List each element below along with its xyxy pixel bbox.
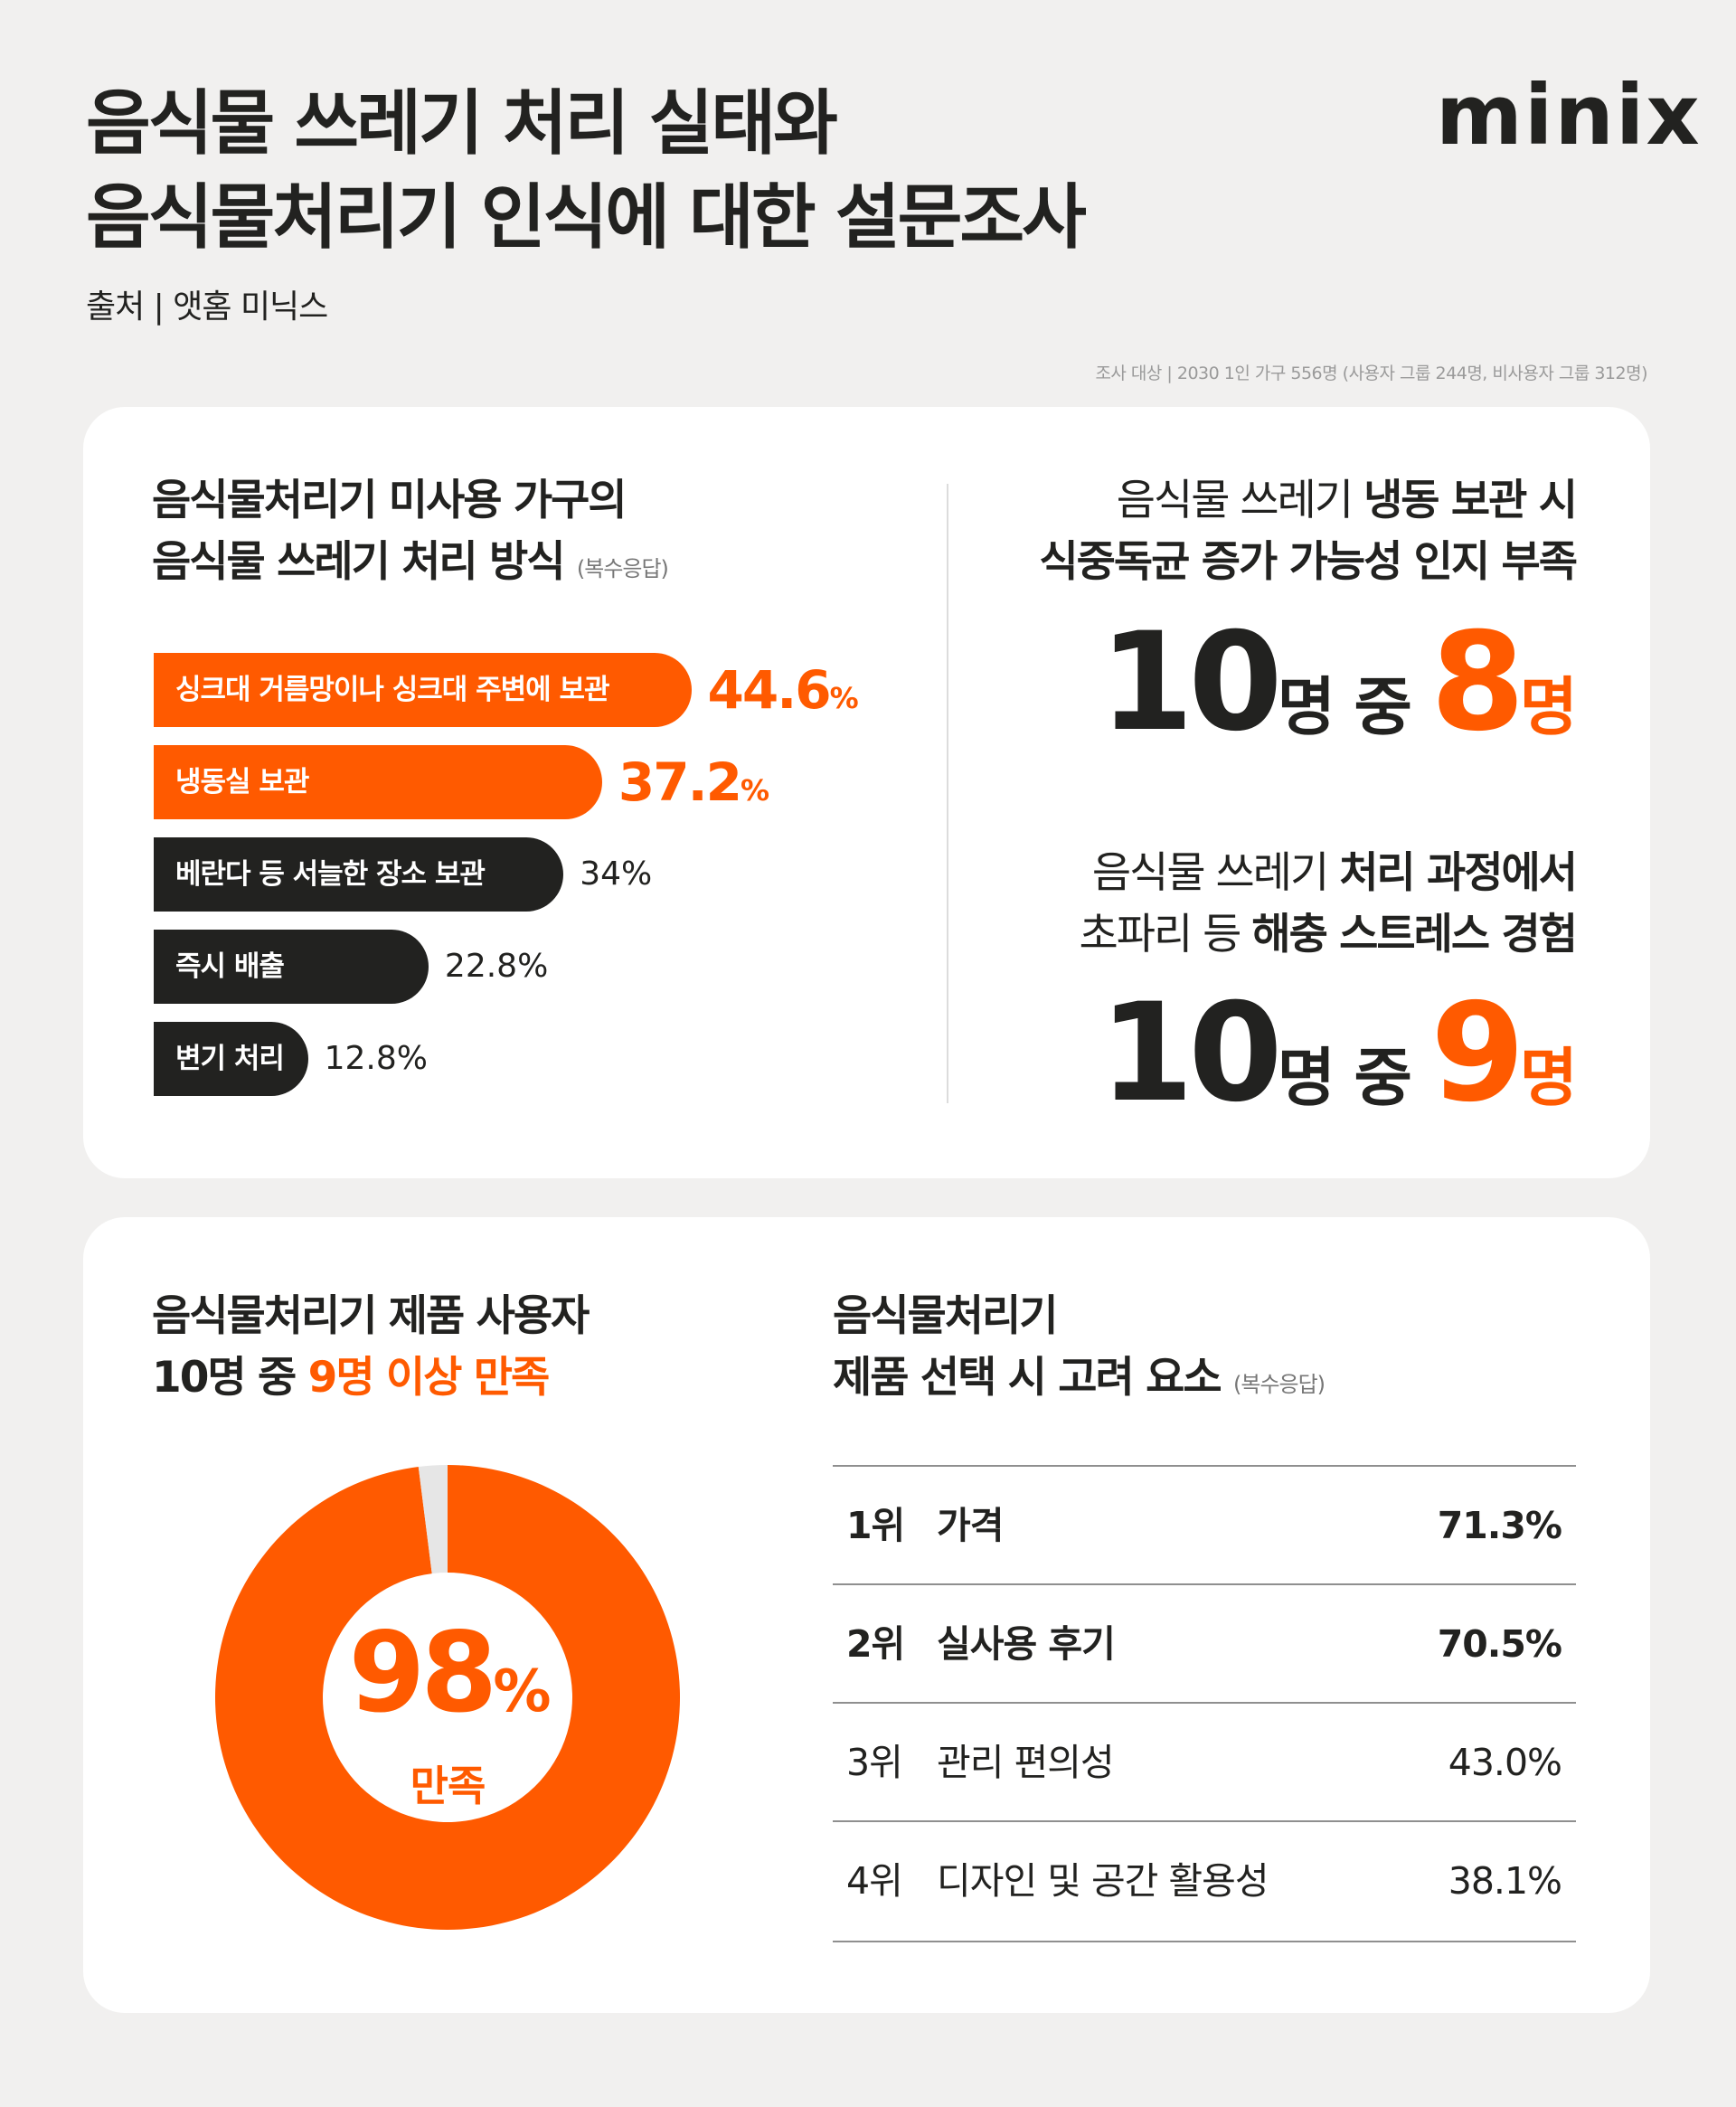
stat2-line1-regular: 음식물 쓰레기 — [1091, 848, 1340, 898]
donut-label: 만족 — [410, 1762, 486, 1810]
bar: 변기 처리 — [154, 1022, 308, 1096]
bar: 즉시 배출 — [154, 930, 429, 1004]
stat2-line2-regular: 초파리 등 — [1079, 910, 1252, 959]
donut-slice-satisfied — [215, 1465, 681, 1930]
stat2-figure: 10명 중 9명 — [1099, 975, 1578, 1132]
stat2-line1-bold: 처리 과정에서 — [1339, 848, 1578, 898]
factors-heading-line-2: 제품 선택 시 고려 요소 — [833, 1353, 1222, 1403]
satisfaction-heading: 음식물처리기 제품 사용자 10명 중 9명 이상 만족 — [152, 1286, 590, 1409]
ranking-row: 3위 관리 편의성 43.0% — [833, 1702, 1576, 1822]
stat1-line2: 식중독균 증가 가능성 인지 부족 — [1039, 537, 1578, 587]
bar: 냉동실 보관 — [154, 745, 602, 819]
stat2-heading: 음식물 쓰레기 처리 과정에서 초파리 등 해충 스트레스 경험 — [1079, 843, 1578, 966]
stat1-unit1: 명 중 — [1277, 670, 1431, 744]
donut-unit: % — [493, 1658, 551, 1725]
ranking-row: 1위 가격 71.3% — [833, 1465, 1576, 1585]
rank: 2위 — [846, 1622, 905, 1666]
ranking-row: 2위 실사용 후기 70.5% — [833, 1583, 1576, 1704]
rank: 4위 — [846, 1859, 903, 1903]
multiple-response-note: (복수응답) — [576, 556, 669, 581]
factor-label: 실사용 후기 — [937, 1622, 1116, 1666]
factor-value: 38.1% — [1448, 1859, 1562, 1903]
donut-value: 98 — [348, 1609, 498, 1737]
donut-center-label: 98% 만족 — [312, 1618, 583, 1811]
stat1-line1-bold: 냉동 보관 시 — [1363, 476, 1578, 525]
bar-value: 44.6 — [707, 659, 832, 721]
stat1-total: 10 — [1099, 604, 1283, 761]
stat1-unit2: 명 — [1519, 670, 1578, 744]
page-title: 음식물 쓰레기 처리 실태와 음식물처리기 인식에 대한 설문조사 — [86, 77, 1087, 265]
disposal-heading: 음식물처리기 미사용 가구의 음식물 쓰레기 처리 방식 (복수응답) — [152, 470, 669, 600]
stat2-count: 9 — [1430, 975, 1524, 1132]
rank: 3위 — [846, 1741, 903, 1784]
title-line-1: 음식물 쓰레기 처리 실태와 — [86, 83, 838, 165]
vertical-divider — [947, 484, 948, 1103]
factor-value: 71.3% — [1437, 1504, 1562, 1547]
minix-logo: minix — [1436, 67, 1702, 164]
factor-label: 가격 — [937, 1504, 1004, 1547]
factors-heading: 음식물처리기 제품 선택 시 고려 요소 (복수응답) — [833, 1286, 1326, 1415]
satisfaction-heading-line-1: 음식물처리기 제품 사용자 — [152, 1291, 590, 1341]
bar-value-label: 44.6% — [707, 653, 859, 735]
bar-value-label: 12.8% — [324, 1040, 428, 1077]
bar: 싱크대 거름망이나 싱크대 주변에 보관 — [154, 653, 692, 727]
bar: 베란다 등 서늘한 장소 보관 — [154, 837, 564, 912]
stat2-unit2: 명 — [1519, 1041, 1578, 1115]
factor-value: 70.5% — [1437, 1622, 1562, 1666]
title-line-2: 음식물처리기 인식에 대한 설문조사 — [86, 177, 1087, 259]
source-text: 출처 | 앳홈 미닉스 — [86, 288, 328, 326]
bar-value-label: 22.8% — [444, 948, 549, 985]
multiple-response-note: (복수응답) — [1233, 1372, 1326, 1397]
survey-note: 조사 대상 | 2030 1인 가구 556명 (사용자 그룹 244명, 비사… — [1095, 364, 1647, 383]
satisfaction-heading-prefix: 10명 중 — [152, 1353, 308, 1403]
bar-value-label: 34% — [580, 855, 653, 893]
disposal-heading-line-2: 음식물 쓰레기 처리 방식 — [152, 537, 565, 587]
donut-slice-rest — [418, 1465, 448, 1574]
factors-heading-line-1: 음식물처리기 — [833, 1291, 1058, 1341]
stat1-figure: 10명 중 8명 — [1099, 604, 1578, 761]
satisfaction-heading-highlight: 9명 이상 만족 — [307, 1353, 551, 1403]
bar-value-label: 37.2% — [618, 745, 769, 827]
factor-value: 43.0% — [1448, 1741, 1562, 1784]
bar-value-unit: % — [829, 681, 859, 715]
stat1-line1-regular: 음식물 쓰레기 — [1116, 476, 1364, 525]
bar-value-unit: % — [740, 773, 769, 808]
ranking-row: 4위 디자인 및 공간 활용성 38.1% — [833, 1820, 1576, 1942]
bar-value: 37.2 — [618, 751, 742, 813]
stat2-total: 10 — [1099, 975, 1283, 1132]
satisfaction-donut-chart — [215, 1465, 681, 1930]
stat2-unit1: 명 중 — [1277, 1041, 1431, 1115]
stat1-count: 8 — [1430, 604, 1524, 761]
rank: 1위 — [846, 1504, 905, 1547]
factor-label: 디자인 및 공간 활용성 — [937, 1859, 1269, 1903]
stat2-line2-bold: 해충 스트레스 경험 — [1251, 910, 1578, 959]
stat1-heading: 음식물 쓰레기 냉동 보관 시 식중독균 증가 가능성 인지 부족 — [1039, 470, 1578, 593]
factor-label: 관리 편의성 — [937, 1741, 1115, 1784]
disposal-heading-line-1: 음식물처리기 미사용 가구의 — [152, 476, 627, 525]
